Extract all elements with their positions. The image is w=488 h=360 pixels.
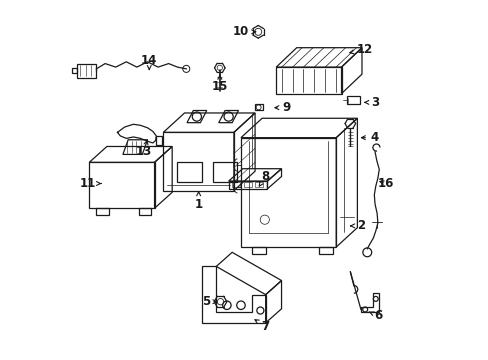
Bar [255,183,263,188]
Text: 7: 7 [254,320,269,333]
Text: 1: 1 [194,192,203,211]
Text: 15: 15 [211,75,227,93]
Bar [255,104,263,111]
Text: 13: 13 [136,140,152,158]
Text: 9: 9 [274,101,290,114]
Text: 16: 16 [377,177,393,190]
Text: 11: 11 [79,177,101,190]
Text: 10: 10 [232,25,255,38]
Bar [232,183,240,188]
Bar [244,183,251,188]
Text: 8: 8 [259,170,269,186]
Bar [155,136,162,145]
Text: 4: 4 [361,131,378,144]
Text: 6: 6 [368,309,382,322]
Bar [177,162,202,182]
Text: 3: 3 [364,96,378,109]
Text: 5: 5 [201,295,216,308]
Bar [212,162,237,182]
Text: 2: 2 [350,219,364,232]
Text: 14: 14 [141,54,157,70]
Text: 12: 12 [349,43,372,56]
Bar [346,96,360,104]
